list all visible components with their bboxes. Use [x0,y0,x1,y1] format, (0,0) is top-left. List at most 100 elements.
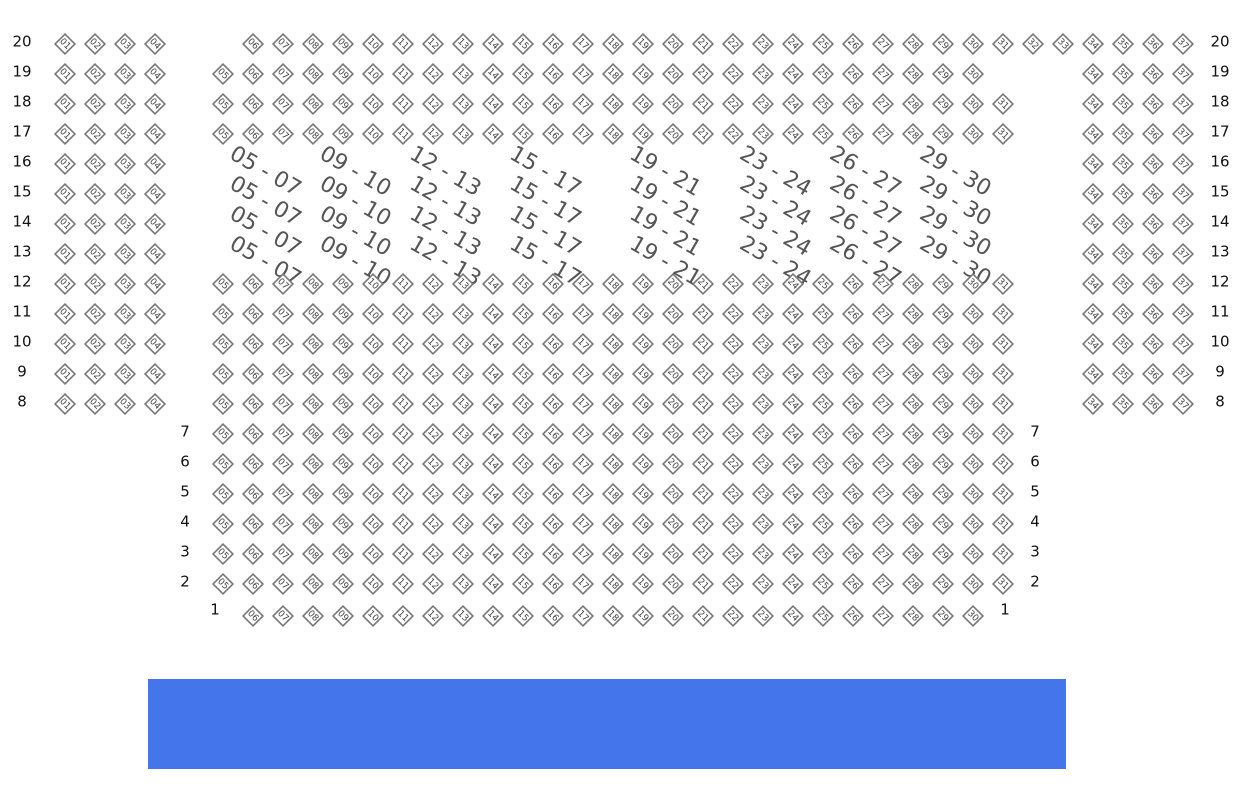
seat[interactable]: 14 [481,422,505,446]
seat[interactable]: 15 [511,572,535,596]
seat[interactable]: 36 [1141,362,1165,386]
seat[interactable]: 27 [871,452,895,476]
seat[interactable]: 16 [541,392,565,416]
seat[interactable]: 05 [211,542,235,566]
seat[interactable]: 11 [391,452,415,476]
seat[interactable]: 17 [571,542,595,566]
seat[interactable]: 13 [451,604,475,628]
seat[interactable]: 28 [901,452,925,476]
seat[interactable]: 14 [481,332,505,356]
seat[interactable]: 14 [481,302,505,326]
seat[interactable]: 14 [481,604,505,628]
seat[interactable]: 31 [991,422,1015,446]
seat[interactable]: 22 [721,452,745,476]
seat[interactable]: 06 [241,272,265,296]
seat[interactable]: 31 [991,482,1015,506]
seat[interactable]: 18 [601,62,625,86]
seat[interactable]: 24 [781,92,805,116]
seat[interactable]: 09 [331,272,355,296]
seat[interactable]: 04 [143,362,167,386]
seat[interactable]: 14 [481,272,505,296]
seat[interactable]: 24 [781,302,805,326]
seat[interactable]: 15 [511,362,535,386]
seat[interactable]: 29 [931,542,955,566]
seat[interactable]: 21 [691,332,715,356]
seat[interactable]: 19 [631,572,655,596]
seat[interactable]: 17 [571,62,595,86]
seat[interactable]: 21 [691,452,715,476]
seat[interactable]: 27 [871,362,895,386]
seat[interactable]: 30 [961,332,985,356]
seat[interactable]: 30 [961,572,985,596]
seat[interactable]: 29 [931,272,955,296]
seat[interactable]: 34 [1081,332,1105,356]
seat[interactable]: 14 [481,122,505,146]
seat[interactable]: 19 [631,272,655,296]
seat[interactable]: 11 [391,392,415,416]
seat[interactable]: 07 [271,512,295,536]
seat[interactable]: 07 [271,32,295,56]
seat[interactable]: 29 [931,604,955,628]
seat[interactable]: 24 [781,272,805,296]
seat[interactable]: 21 [691,62,715,86]
seat[interactable]: 04 [143,32,167,56]
seat[interactable]: 01 [53,182,77,206]
seat[interactable]: 34 [1081,272,1105,296]
seat[interactable]: 16 [541,422,565,446]
seat[interactable]: 24 [781,482,805,506]
seat[interactable]: 26 [841,512,865,536]
seat[interactable]: 05 [211,302,235,326]
seat[interactable]: 05 [211,92,235,116]
seat[interactable]: 28 [901,362,925,386]
seat[interactable]: 26 [841,92,865,116]
seat[interactable]: 06 [241,482,265,506]
seat[interactable]: 17 [571,452,595,476]
seat[interactable]: 27 [871,32,895,56]
seat[interactable]: 36 [1141,62,1165,86]
seat[interactable]: 15 [511,32,535,56]
seat[interactable]: 15 [511,452,535,476]
seat[interactable]: 28 [901,572,925,596]
seat[interactable]: 20 [661,62,685,86]
seat[interactable]: 21 [691,512,715,536]
seat[interactable]: 14 [481,482,505,506]
seat[interactable]: 18 [601,452,625,476]
seat[interactable]: 28 [901,92,925,116]
seat[interactable]: 26 [841,482,865,506]
seat[interactable]: 34 [1081,122,1105,146]
seat[interactable]: 11 [391,302,415,326]
seat[interactable]: 31 [991,92,1015,116]
seat[interactable]: 04 [143,302,167,326]
seat[interactable]: 09 [331,422,355,446]
seat[interactable]: 19 [631,604,655,628]
seat[interactable]: 26 [841,392,865,416]
seat[interactable]: 01 [53,32,77,56]
seat[interactable]: 36 [1141,392,1165,416]
seat[interactable]: 17 [571,572,595,596]
seat[interactable]: 35 [1111,92,1135,116]
seat[interactable]: 30 [961,452,985,476]
seat[interactable]: 25 [811,62,835,86]
seat[interactable]: 01 [53,302,77,326]
seat[interactable]: 11 [391,482,415,506]
seat[interactable]: 17 [571,422,595,446]
seat[interactable]: 10 [361,32,385,56]
seat[interactable]: 10 [361,392,385,416]
seat[interactable]: 10 [361,512,385,536]
seat[interactable]: 16 [541,482,565,506]
seat[interactable]: 22 [721,92,745,116]
seat[interactable]: 30 [961,362,985,386]
seat[interactable]: 22 [721,272,745,296]
seat[interactable]: 27 [871,122,895,146]
seat[interactable]: 17 [571,362,595,386]
seat[interactable]: 31 [991,32,1015,56]
seat[interactable]: 16 [541,272,565,296]
seat[interactable]: 29 [931,92,955,116]
seat[interactable]: 04 [143,272,167,296]
seat[interactable]: 37 [1171,62,1195,86]
seat[interactable]: 28 [901,32,925,56]
seat[interactable]: 30 [961,542,985,566]
seat[interactable]: 15 [511,542,535,566]
seat[interactable]: 19 [631,422,655,446]
seat[interactable]: 19 [631,122,655,146]
